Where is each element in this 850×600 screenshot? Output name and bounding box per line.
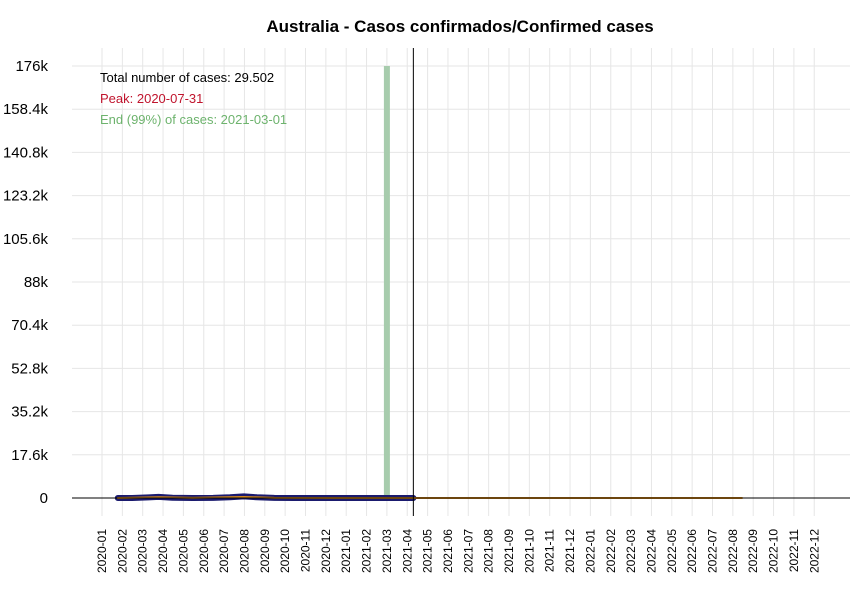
x-tick-label: 2022-04 [644,529,658,573]
x-tick-label: 2020-03 [136,529,150,573]
x-tick-label: 2022-09 [746,529,760,573]
y-tick-label: 17.6k [11,447,48,464]
y-tick-label: 35.2k [11,404,48,421]
end-of-cases-bar [383,66,390,498]
y-tick-label: 140.8k [3,144,49,161]
axes [72,48,850,516]
x-tick-label: 2022-08 [726,529,740,573]
x-tick-label: 2021-04 [400,529,414,573]
y-tick-label: 123.2k [3,188,49,205]
grid [72,48,850,516]
x-tick-label: 2020-08 [237,529,251,573]
x-tick-label: 2021-06 [441,529,455,573]
chart-title: Australia - Casos confirmados/Confirmed … [266,17,653,36]
x-tick-label: 2021-02 [360,529,374,573]
x-tick-label: 2022-01 [583,529,597,573]
x-tick-label: 2021-01 [339,529,353,573]
x-tick-label: 2020-07 [217,529,231,573]
x-tick-label: 2021-07 [461,529,475,573]
x-tick-label: 2022-05 [665,529,679,573]
x-tick-label: 2020-05 [176,529,190,573]
x-tick-label: 2021-11 [543,529,557,572]
y-tick-label: 0 [40,490,48,507]
y-tick-label: 105.6k [3,231,49,248]
x-tick-label: 2022-07 [706,529,720,573]
annotation-end-date: End (99%) of cases: 2021-03-01 [100,112,287,127]
x-tick-label: 2022-03 [624,529,638,573]
annotation-peak-date: Peak: 2020-07-31 [100,91,203,106]
x-tick-label: 2022-06 [685,529,699,573]
x-tick-labels: 2020-01 2020-02 2020-03 2020-04 2020-05 2020-… [95,529,821,573]
x-tick-label: 2020-04 [156,529,170,573]
x-tick-label: 2021-09 [502,529,516,573]
x-tick-label: 2020-12 [319,529,333,573]
annotation-total-cases: Total number of cases: 29.502 [100,70,274,85]
x-tick-label: 2021-12 [563,529,577,573]
x-tick-label: 2021-03 [380,529,394,573]
x-tick-label: 2020-09 [258,529,272,573]
x-tick-label: 2021-05 [421,529,435,573]
x-tick-label: 2020-02 [115,529,129,573]
x-tick-label: 2020-11 [299,529,313,572]
x-tick-label: 2022-11 [787,529,801,572]
x-tick-label: 2022-10 [767,529,781,573]
x-tick-label: 2021-08 [482,529,496,573]
x-tick-label: 2020-06 [197,529,211,573]
y-tick-label: 70.4k [11,317,48,334]
x-tick-label: 2022-02 [604,529,618,573]
y-tick-label: 88k [24,274,49,291]
y-tick-label: 158.4k [3,101,49,118]
x-tick-label: 2020-01 [95,529,109,573]
x-tick-label: 2020-10 [278,529,292,573]
y-tick-label: 176k [15,58,48,75]
x-tick-label: 2021-10 [522,529,536,573]
y-tick-labels: 0 17.6k 35.2k 52.8k 70.4k 88k 105.6k 123.2k 140.… [3,58,49,507]
y-tick-label: 52.8k [11,360,48,377]
x-tick-label: 2022-12 [807,529,821,573]
